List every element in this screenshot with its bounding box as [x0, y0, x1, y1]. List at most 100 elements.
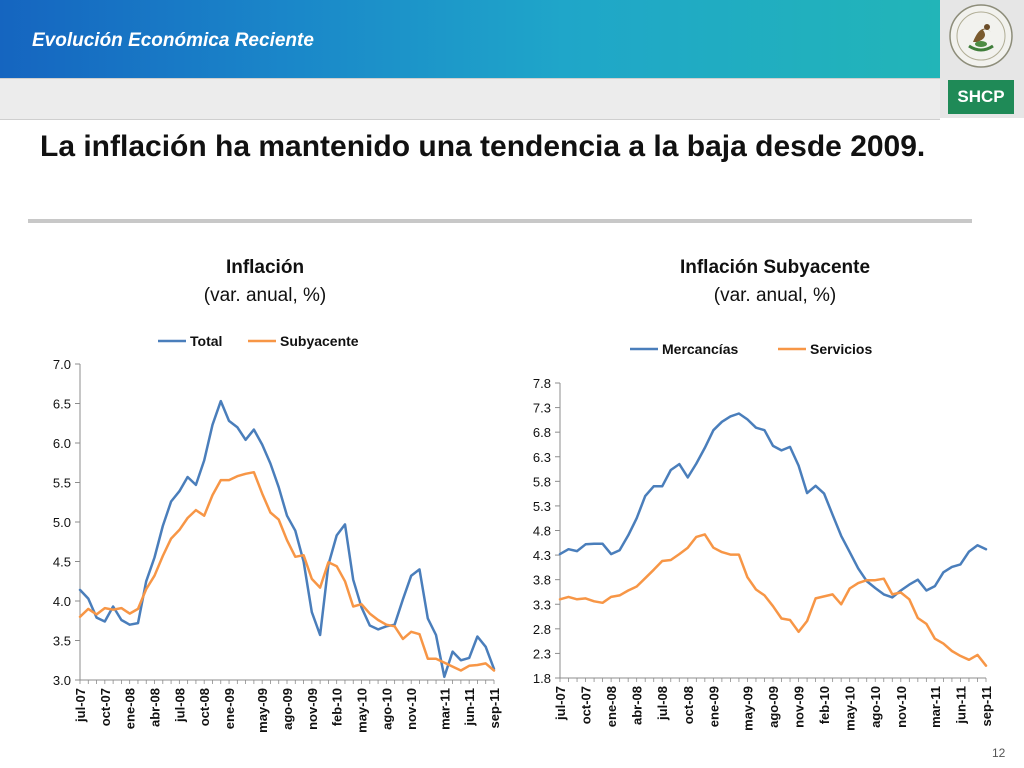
subyacente-series-mercanc-as-point	[780, 449, 782, 451]
subyacente-series-mercanc-as-point	[704, 447, 706, 449]
inflacion-x-tick-label: jul-07	[73, 688, 88, 723]
subyacente-series-servicios-point	[968, 659, 970, 661]
inflacion-series-total-line	[78, 399, 496, 679]
subyacente-series-servicios-point	[601, 602, 603, 604]
subyacente-series-servicios-point	[763, 594, 765, 596]
inflacion-y-tick-label: 3.0	[53, 673, 71, 688]
subyacente-series-servicios-point	[942, 642, 944, 644]
subyacente-series-servicios-point	[661, 560, 663, 562]
subyacente-series-mercanc-as-point	[576, 550, 578, 552]
subyacente-series-servicios-point	[695, 536, 697, 538]
inflacion-y-tick-label: 7.0	[53, 357, 71, 372]
subyacente-series-servicios-point	[934, 637, 936, 639]
subyacente-series-servicios-point	[797, 631, 799, 633]
subyacente-series-servicios-point	[857, 582, 859, 584]
subyacente-series-servicios-point	[584, 597, 586, 599]
inflacion-x-tick-label: abr-08	[148, 688, 163, 727]
inflacion-legend-total-label: Total	[190, 333, 222, 349]
subyacente-series-mercanc-as-point	[559, 553, 561, 555]
inflacion-x-tick-label: sep-11	[487, 688, 502, 728]
subyacente-series-servicios-point	[917, 617, 919, 619]
subyacente-series-mercanc-as-point	[772, 445, 774, 447]
subyacente-x-tick-label: ene-08	[604, 686, 619, 727]
subyacente-y-tick-label: 4.3	[533, 548, 551, 563]
subyacente-series-servicios-point	[925, 623, 927, 625]
subyacente-x-tick-label: nov-10	[894, 686, 909, 728]
subyacente-x-tick-label: mar-11	[928, 686, 943, 728]
subyacente-series-mercanc-as-point	[661, 485, 663, 487]
inflacion-x-tick-label: ago-10	[379, 688, 394, 730]
subyacente-series-servicios-point	[687, 547, 689, 549]
inflacion-x-tick-label: nov-10	[404, 688, 419, 730]
page-number: 12	[992, 746, 1006, 760]
subyacente-series-mercanc-as-point	[959, 563, 961, 565]
subyacente-series-mercanc-as-point	[593, 543, 595, 545]
subyacente-series-mercanc-as-point	[951, 566, 953, 568]
subyacente-series-mercanc-as-point	[644, 495, 646, 497]
subyacente-series-servicios-point	[840, 603, 842, 605]
subyacente-series-servicios-point	[670, 559, 672, 561]
subyacente-series-mercanc-as-point	[908, 583, 910, 585]
subyacente-series-servicios-point	[644, 577, 646, 579]
subyacente-series-mercanc-as-point	[601, 543, 603, 545]
subyacente-series-mercanc-as-point	[746, 418, 748, 420]
subyacente-y-tick-label: 1.8	[533, 671, 551, 686]
subyacente-series-mercanc-as-point	[806, 492, 808, 494]
subyacente-x-tick-label: ago-09	[766, 686, 781, 728]
subyacente-series-mercanc-as-point	[618, 549, 620, 551]
subyacente-series-servicios-point	[618, 594, 620, 596]
subyacente-series-mercanc-as-point	[610, 553, 612, 555]
inflacion-x-tick-label: nov-09	[305, 688, 320, 730]
inflacion-x-tick-label: feb-10	[330, 688, 345, 726]
subyacente-series-servicios-point	[891, 593, 893, 595]
subyacente-series-servicios-point	[678, 553, 680, 555]
subyacente-series-servicios-point	[746, 576, 748, 578]
subyacente-series-mercanc-as-point	[653, 485, 655, 487]
subyacente-series-servicios-point	[610, 596, 612, 598]
inflacion-x-tick-label: ago-09	[280, 688, 295, 730]
inflacion-x-tick-label: oct-08	[197, 688, 212, 726]
coat-of-arms-seal-icon	[949, 4, 1013, 68]
subyacente-series-servicios-line	[558, 533, 988, 667]
inflacion-x-tick-label: jun-11	[462, 688, 477, 727]
subyacente-series-servicios-point	[576, 598, 578, 600]
subyacente-x-tick-label: nov-09	[792, 686, 807, 728]
subyacente-y-tick-label: 2.8	[533, 622, 551, 637]
inflacion-x-tick-label: may-10	[355, 688, 370, 733]
subyacente-x-tick-label: oct-08	[681, 686, 696, 724]
subyacente-series-servicios-point	[789, 619, 791, 621]
subyacente-x-tick-label: oct-07	[579, 686, 594, 724]
subyacente-series-mercanc-as-point	[814, 485, 816, 487]
chart-subyacente-title: Inflación Subyacente	[679, 257, 871, 278]
inflacion-x-tick-label: jul-08	[172, 688, 187, 723]
subyacente-x-tick-label: sep-11	[979, 686, 994, 726]
subyacente-series-mercanc-as-point	[729, 415, 731, 417]
subyacente-y-tick-label: 4.8	[533, 524, 551, 539]
subyacente-series-mercanc-as-line	[558, 412, 988, 599]
subyacente-series-servicios-point	[627, 589, 629, 591]
inflacion-y-tick-label: 3.5	[53, 634, 71, 649]
chart-inflacion-title-block: Inflación (var. anual, %)	[115, 254, 415, 310]
subyacente-x-tick-label: may-10	[843, 686, 858, 731]
subyacente-series-mercanc-as-point	[968, 550, 970, 552]
inflacion-y-tick-label: 6.5	[53, 397, 71, 412]
subyacente-series-mercanc-as-point	[942, 571, 944, 573]
subyacente-x-tick-label: may-09	[740, 686, 755, 731]
chart-inflacion-subtitle: (var. anual, %)	[203, 285, 327, 306]
subyacente-y-tick-label: 5.3	[533, 499, 551, 514]
subyacente-series-servicios-point	[567, 596, 569, 598]
subyacente-series-servicios-point	[712, 547, 714, 549]
inflacion-series-subyacente-line	[78, 470, 496, 672]
subyacente-x-tick-label: jun-11	[953, 686, 968, 725]
subyacente-series-mercanc-as-point	[891, 596, 893, 598]
headline-divider	[28, 219, 972, 223]
subyacente-series-servicios-point	[814, 597, 816, 599]
subyacente-series-servicios-point	[908, 598, 910, 600]
inflacion-x-tick-label: mar-11	[437, 688, 452, 730]
subyacente-x-tick-label: feb-10	[817, 686, 832, 724]
subyacente-series-mercanc-as-point	[797, 464, 799, 466]
subyacente-series-servicios-point	[866, 579, 868, 581]
subyacente-series-mercanc-as-point	[985, 548, 987, 550]
subyacente-series-mercanc-as-point	[721, 421, 723, 423]
